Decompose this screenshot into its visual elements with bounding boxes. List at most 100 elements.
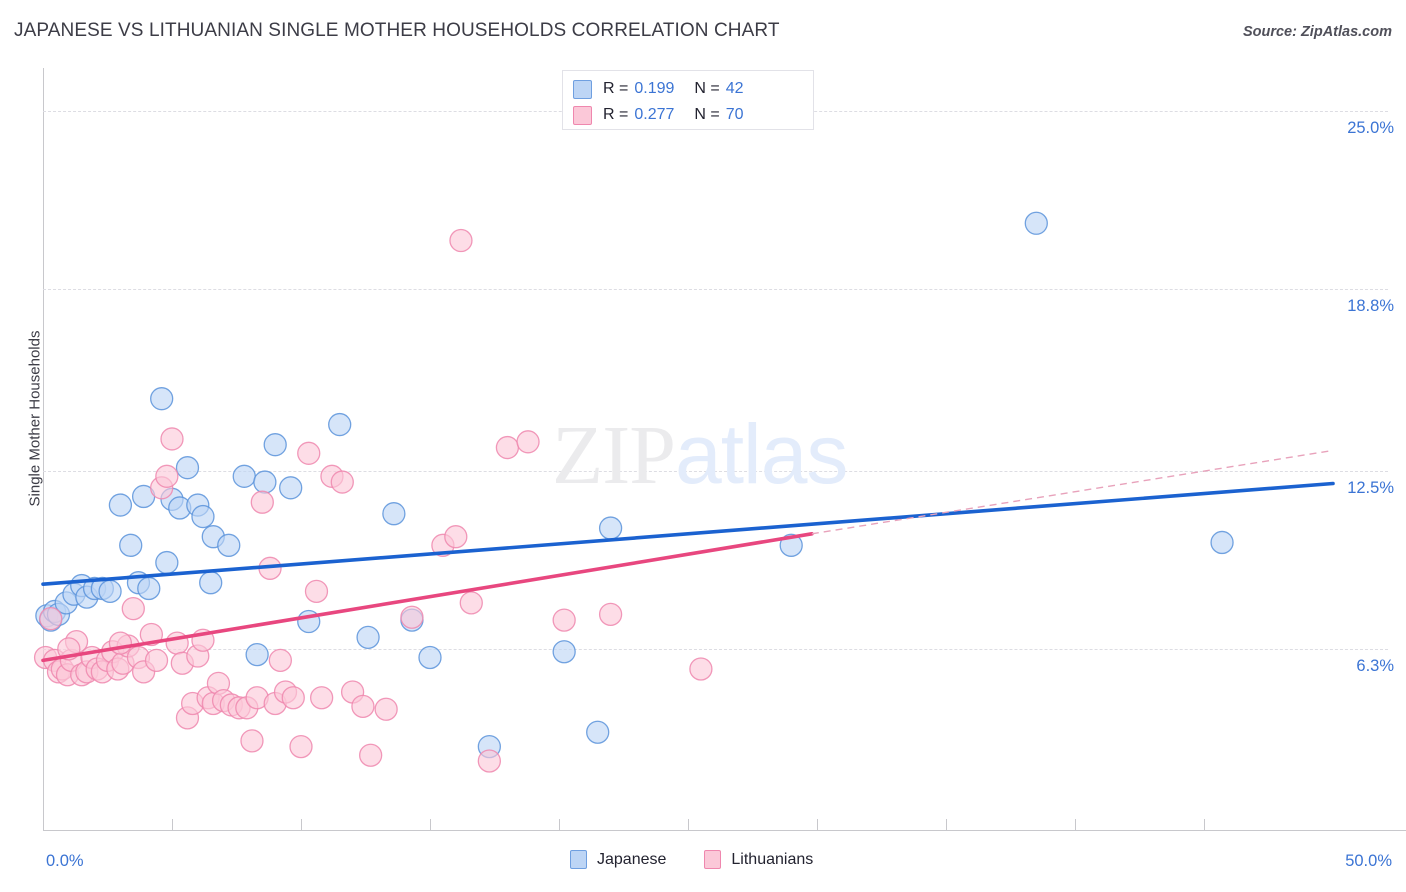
data-point	[1210, 530, 1234, 555]
data-point	[70, 573, 94, 598]
data-point	[95, 648, 120, 672]
x-axis-tick	[817, 819, 818, 830]
data-point	[382, 502, 406, 526]
gridline	[43, 289, 1388, 291]
data-point	[108, 631, 133, 655]
data-point	[273, 680, 298, 704]
data-point	[62, 582, 86, 606]
n-value-lithuanians: 70	[725, 106, 744, 123]
x-axis-tick	[559, 819, 560, 830]
lithuanians-swatch-icon	[573, 105, 592, 125]
data-point	[85, 657, 109, 681]
r-label-lithuanians: R =	[603, 106, 629, 123]
data-point	[90, 576, 114, 601]
data-point	[42, 599, 67, 624]
data-point	[168, 496, 192, 520]
data-point	[55, 663, 80, 687]
data-point	[199, 571, 223, 595]
gridline	[43, 470, 1388, 472]
data-point	[175, 706, 200, 730]
correlation-stats-legend: R = 0.199 N = 42 R = 0.277 N = 70	[562, 70, 814, 130]
legend-item-lithuanians[interactable]: Lithuanians	[704, 850, 813, 869]
r-value-lithuanians: 0.277	[634, 106, 675, 123]
data-point	[340, 680, 365, 704]
x-axis-tick	[172, 819, 173, 830]
r-label-japanese: R =	[603, 80, 629, 97]
data-point	[108, 493, 133, 517]
data-point	[82, 576, 107, 601]
trendline-extension-lithuanians	[811, 449, 1334, 535]
data-point	[54, 591, 78, 615]
x-axis-line	[43, 830, 1406, 831]
data-point	[211, 688, 236, 713]
gridline	[43, 648, 1388, 650]
data-point	[477, 749, 501, 773]
watermark-atlas: atlas	[675, 407, 848, 501]
data-point	[137, 576, 161, 601]
data-point	[400, 608, 424, 632]
data-point	[598, 602, 623, 626]
data-point	[477, 734, 501, 759]
data-point	[779, 533, 803, 557]
data-point	[304, 579, 329, 603]
data-point	[180, 691, 205, 716]
data-point	[250, 490, 274, 514]
data-point	[245, 686, 269, 710]
data-point	[155, 464, 179, 488]
japanese-swatch-icon	[573, 79, 592, 99]
data-point	[150, 476, 174, 500]
data-point	[232, 464, 256, 488]
data-point	[297, 441, 321, 465]
data-point	[206, 671, 231, 695]
y-axis-tick-label: 18.8%	[1347, 297, 1394, 316]
data-point	[126, 571, 151, 595]
data-point	[131, 660, 156, 684]
data-point	[356, 625, 380, 649]
trendline-lithuanians	[41, 532, 814, 663]
n-label-lithuanians: N =	[694, 106, 720, 123]
data-point	[227, 696, 251, 720]
data-point	[101, 640, 125, 664]
zipatlas-watermark: ZIPatlas	[552, 406, 848, 504]
data-point	[253, 470, 277, 494]
data-point	[119, 533, 143, 557]
data-point	[263, 691, 287, 716]
data-point	[240, 729, 264, 753]
data-point	[201, 691, 225, 716]
data-point	[359, 743, 383, 767]
x-axis-min-label: 0.0%	[46, 852, 84, 870]
data-point	[351, 694, 375, 718]
legend-item-japanese[interactable]: Japanese	[570, 850, 666, 869]
data-point	[46, 660, 71, 684]
data-point	[131, 484, 156, 509]
data-point	[175, 456, 200, 480]
data-point	[186, 493, 210, 517]
data-point	[444, 525, 468, 549]
series-legend: Japanese Lithuanians	[570, 850, 851, 869]
data-point	[279, 476, 303, 500]
data-point	[235, 696, 259, 720]
data-point	[98, 579, 122, 603]
data-point	[144, 648, 169, 672]
data-point	[121, 596, 145, 621]
data-point	[170, 651, 194, 675]
y-axis-title: Single Mother Households	[26, 330, 44, 507]
n-label-japanese: N =	[694, 80, 720, 97]
data-point	[196, 686, 220, 710]
data-point	[449, 228, 473, 253]
data-point	[139, 622, 164, 647]
data-point	[263, 433, 287, 457]
data-point	[150, 387, 174, 411]
data-point	[374, 697, 398, 721]
data-point	[586, 720, 610, 744]
data-point	[106, 657, 130, 681]
data-point	[495, 435, 520, 460]
data-point	[1024, 211, 1048, 235]
legend-lithuanians-label: Lithuanians	[731, 850, 814, 868]
data-point	[75, 660, 99, 684]
data-point	[330, 470, 354, 494]
data-point	[35, 604, 59, 628]
y-axis-tick-label: 6.3%	[1356, 656, 1394, 675]
y-axis-tick-label: 12.5%	[1347, 478, 1394, 497]
